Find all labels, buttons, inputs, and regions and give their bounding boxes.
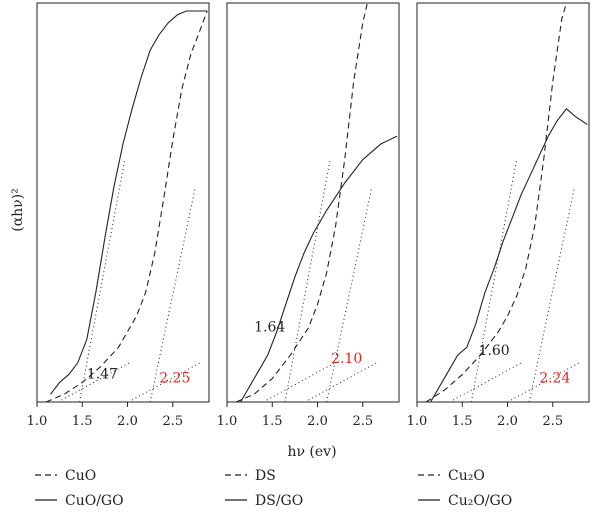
series-line-ds-go	[240, 135, 398, 402]
legend-label: Cu₂O	[448, 468, 485, 484]
x-tick-label: 2.5	[542, 414, 563, 429]
panel-left: 1.0 1.5 2.0 2.5 1.47 2.25	[27, 2, 210, 429]
x-tick-label: 1.5	[262, 414, 283, 429]
x-tick-label: 1.5	[72, 414, 93, 429]
band-gap-label: 1.47	[87, 367, 118, 383]
x-tick-label: 2.0	[117, 414, 138, 429]
panel-middle: 1.0 1.5 2.0 2.5 1.64 2.10	[217, 2, 400, 429]
baseline-guide	[510, 362, 580, 401]
x-tick-label: 1.5	[452, 414, 473, 429]
series-line-ds	[235, 3, 368, 402]
panel-right: 1.0 1.5 2.0 2.5 1.60 2.24	[407, 2, 590, 429]
series-line-cu-o	[425, 3, 567, 402]
legend-label: DS/GO	[255, 493, 303, 509]
band-gap-label: 1.60	[479, 343, 510, 359]
series-line-cu-o-go	[430, 108, 588, 402]
x-tick-label: 1.0	[27, 414, 48, 429]
tangent-guide	[284, 159, 331, 402]
x-tick-label: 2.5	[352, 414, 373, 429]
x-axis-title: hν (ev)	[287, 444, 336, 460]
x-tick-label: 1.0	[407, 414, 428, 429]
legend-label: DS	[255, 468, 276, 484]
legend-label: Cu₂O/GO	[448, 493, 512, 509]
y-axis-title: (αhν)²	[10, 188, 26, 232]
x-tick-label: 1.0	[217, 414, 238, 429]
baseline-guide	[308, 362, 377, 401]
series-group	[425, 3, 588, 402]
baseline-guide	[131, 362, 201, 401]
panel-frame	[226, 2, 400, 403]
tangent-guide	[528, 186, 576, 402]
baseline-guide	[452, 362, 522, 401]
tangent-guide	[149, 186, 196, 402]
tangent-guide	[326, 186, 373, 402]
baseline-guide	[61, 362, 130, 401]
x-tick-label: 2.0	[307, 414, 328, 429]
panel-frame	[416, 2, 590, 403]
baseline-guide	[266, 362, 335, 401]
series-line-cuo	[45, 10, 208, 402]
band-gap-label: 1.64	[254, 320, 285, 336]
band-gap-label: 2.24	[539, 370, 570, 386]
band-gap-label: 2.25	[159, 370, 190, 386]
band-gap-label: 2.10	[331, 351, 362, 367]
panel-frame	[36, 2, 210, 403]
series-line-cuo-go	[50, 10, 208, 395]
x-tick-label: 2.0	[497, 414, 518, 429]
x-tick-label: 2.5	[162, 414, 183, 429]
legend-label: CuO/GO	[65, 493, 124, 509]
series-group	[45, 10, 208, 402]
tangent-guide	[470, 159, 518, 402]
legend-label: CuO	[65, 468, 96, 484]
series-group	[235, 3, 398, 402]
